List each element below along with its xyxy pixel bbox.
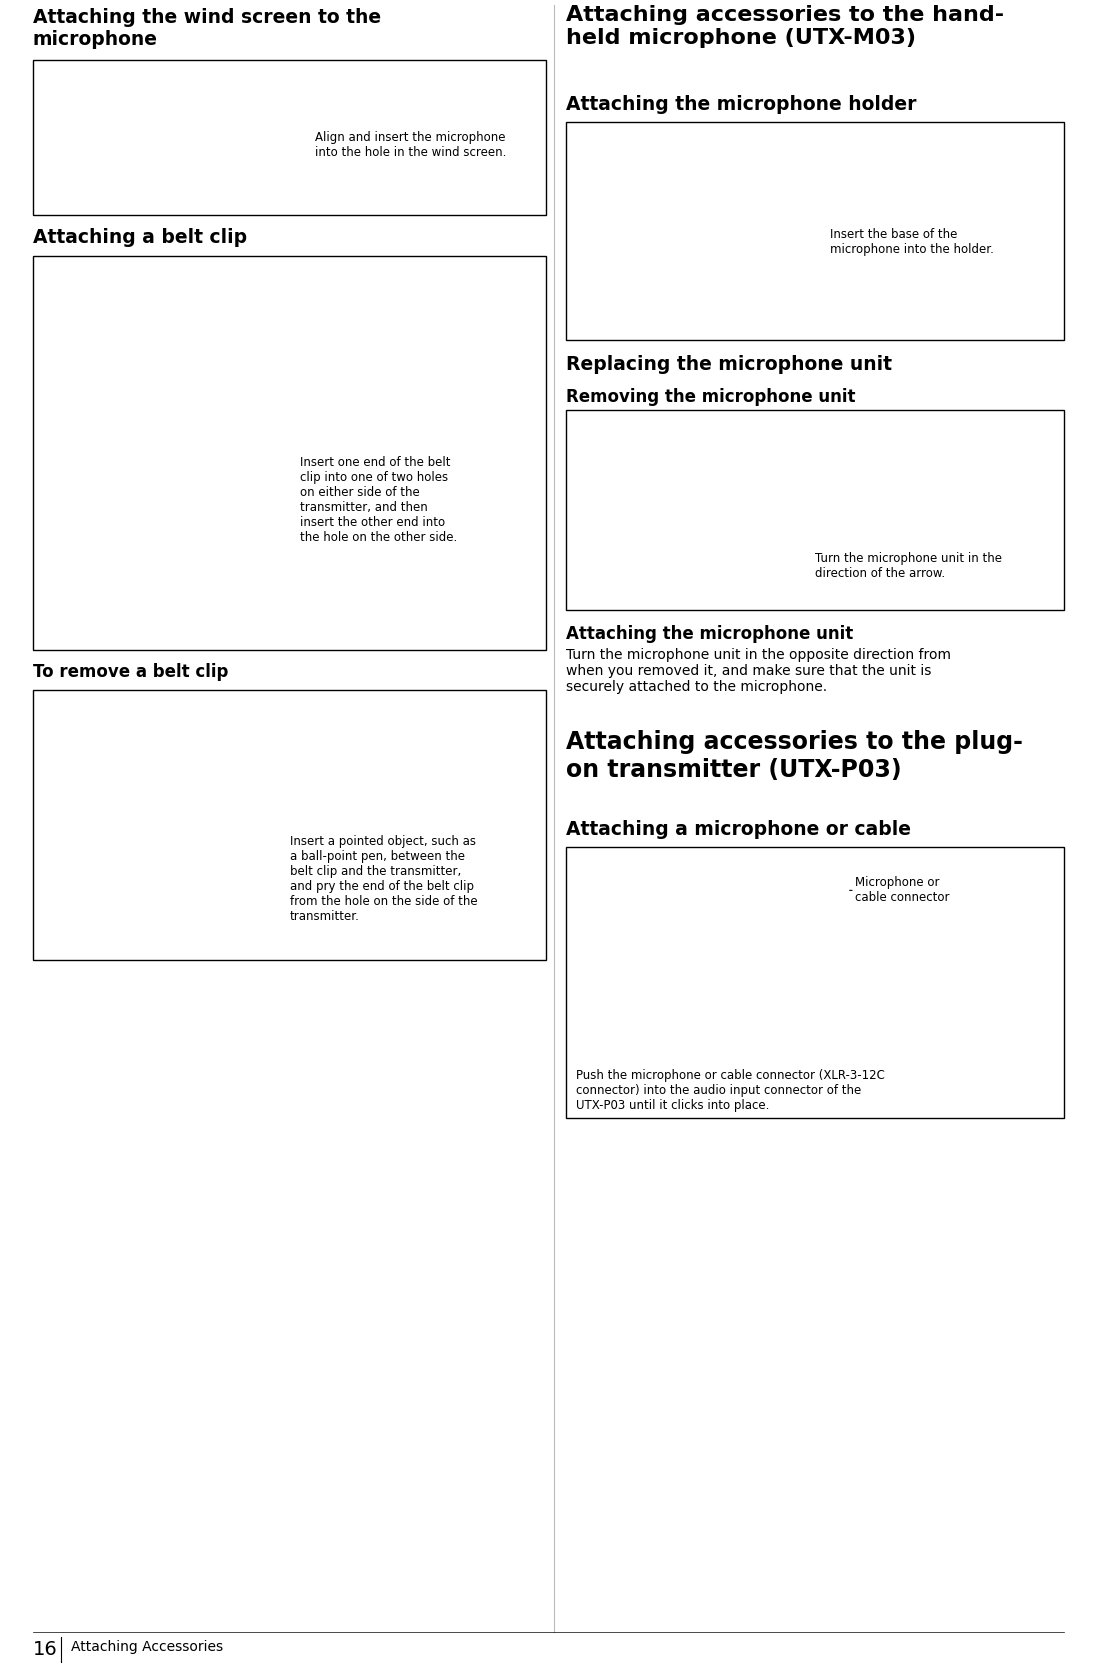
Text: Align and insert the microphone
into the hole in the wind screen.: Align and insert the microphone into the… xyxy=(315,132,507,160)
Text: Attaching accessories to the plug-
on transmitter (UTX-P03): Attaching accessories to the plug- on tr… xyxy=(566,730,1022,782)
Text: To remove a belt clip: To remove a belt clip xyxy=(33,663,228,682)
Text: Insert one end of the belt
clip into one of two holes
on either side of the
tran: Insert one end of the belt clip into one… xyxy=(299,457,457,545)
Text: Attaching the microphone holder: Attaching the microphone holder xyxy=(566,95,916,113)
Text: Insert a pointed object, such as
a ball-point pen, between the
belt clip and the: Insert a pointed object, such as a ball-… xyxy=(290,835,477,924)
Text: Attaching the wind screen to the
microphone: Attaching the wind screen to the microph… xyxy=(33,8,381,48)
Text: Microphone or
cable connector: Microphone or cable connector xyxy=(855,877,949,905)
Bar xyxy=(566,122,1064,340)
Text: Attaching accessories to the hand-
held microphone (UTX-M03): Attaching accessories to the hand- held … xyxy=(566,5,1004,48)
Text: 16: 16 xyxy=(33,1640,58,1659)
Text: Push the microphone or cable connector (XLR-3-12C
connector) into the audio inpu: Push the microphone or cable connector (… xyxy=(576,1070,885,1112)
Bar xyxy=(33,690,546,960)
Text: Attaching a microphone or cable: Attaching a microphone or cable xyxy=(566,820,911,839)
Text: Attaching the microphone unit: Attaching the microphone unit xyxy=(566,625,853,643)
Text: Replacing the microphone unit: Replacing the microphone unit xyxy=(566,355,892,373)
Text: Insert the base of the
microphone into the holder.: Insert the base of the microphone into t… xyxy=(830,228,994,257)
Bar xyxy=(33,60,546,215)
Text: Removing the microphone unit: Removing the microphone unit xyxy=(566,388,856,407)
Text: Attaching a belt clip: Attaching a belt clip xyxy=(33,228,247,247)
Bar xyxy=(33,257,546,650)
Bar xyxy=(566,410,1064,610)
Bar xyxy=(566,847,1064,1119)
Text: Turn the microphone unit in the
direction of the arrow.: Turn the microphone unit in the directio… xyxy=(815,552,1002,580)
Text: Turn the microphone unit in the opposite direction from
when you removed it, and: Turn the microphone unit in the opposite… xyxy=(566,648,951,695)
Text: Attaching Accessories: Attaching Accessories xyxy=(71,1640,223,1654)
